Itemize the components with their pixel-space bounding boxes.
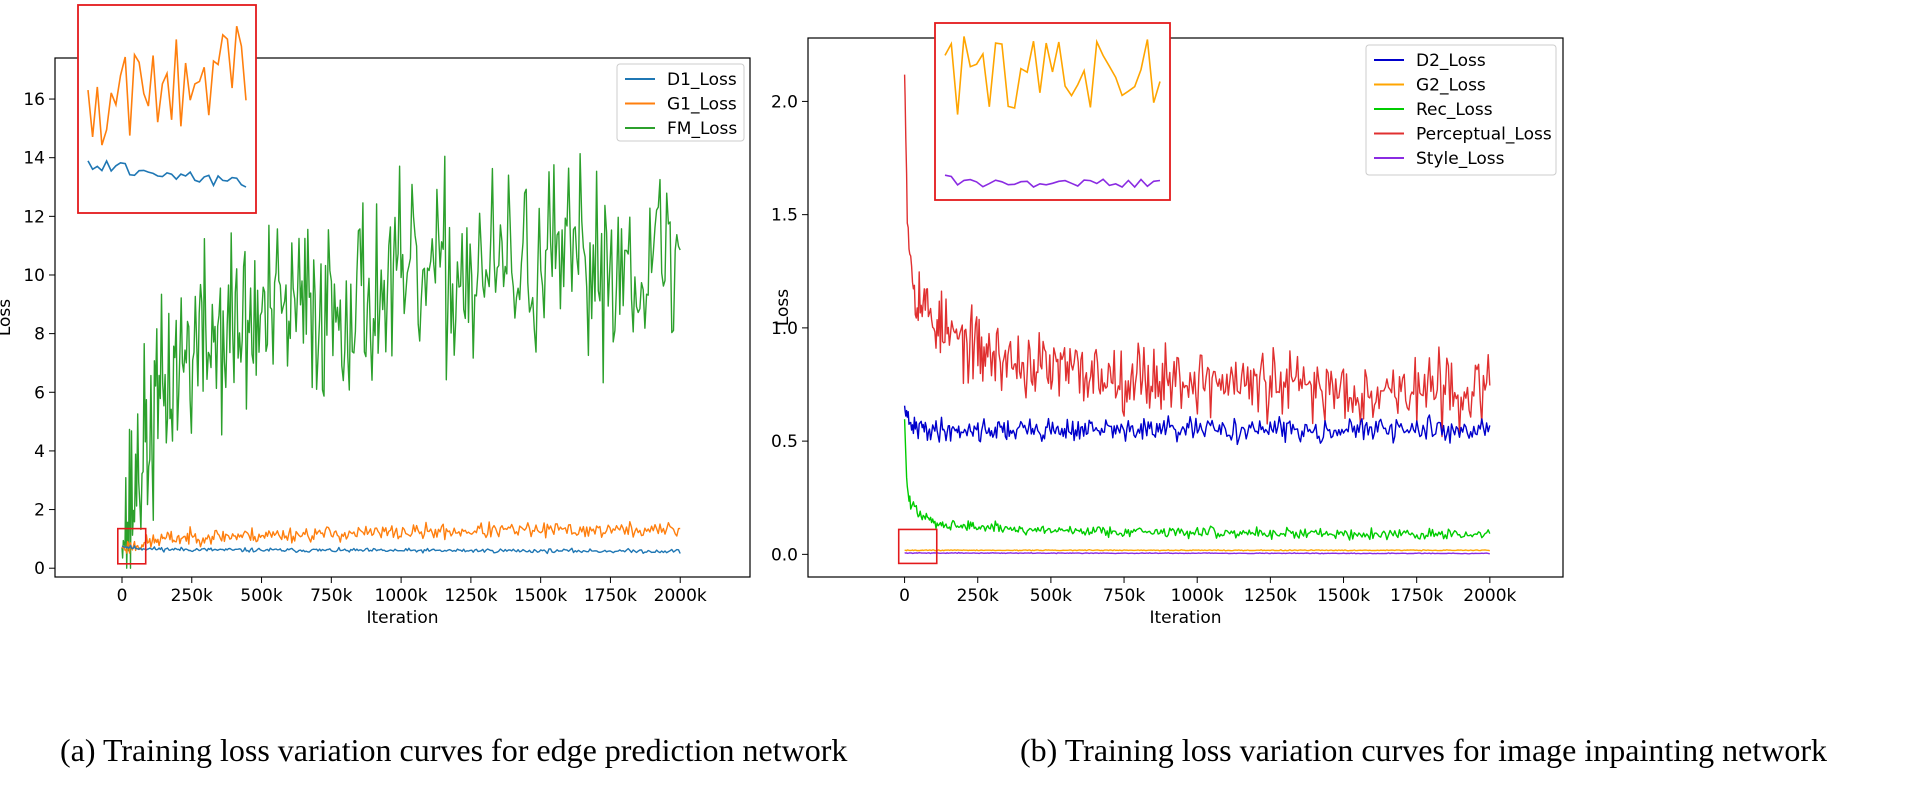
zoom-inset — [77, 4, 257, 214]
x-tick-label: 1250k — [444, 586, 497, 606]
legend: D2_Loss G2_Loss Rec_Loss Perceptual_Loss Sty… — [1365, 44, 1557, 176]
inset-line-g2-loss — [944, 36, 1161, 115]
series-line-d1-loss — [121, 544, 681, 555]
x-tick-label: 1500k — [1317, 586, 1370, 606]
x-axis-label: Iteration — [366, 608, 438, 628]
x-tick-label: 2000k — [654, 586, 707, 606]
inset-line-style-loss — [944, 174, 1161, 189]
y-tick-label: 1.0 — [771, 319, 798, 339]
y-tick-label: 8 — [34, 325, 45, 345]
x-tick-label: 500k — [1030, 586, 1072, 606]
legend-label: Rec_Loss — [1416, 100, 1493, 120]
x-tick-label: 1750k — [584, 586, 637, 606]
x-tick-label: 500k — [240, 586, 282, 606]
x-tick-label: 750k — [310, 586, 352, 606]
x-tick-label: 250k — [171, 586, 213, 606]
y-tick-label: 12 — [23, 207, 45, 227]
series-line-g2-loss — [904, 549, 1490, 552]
chart-edge-prediction: 0 250k 500k 750k 1000k 1250k 1500k 1750k 2000k 0 2… — [0, 4, 751, 628]
x-tick-label: 250k — [957, 586, 999, 606]
y-axis-label: Loss — [0, 299, 15, 336]
y-tick-label: 0.0 — [771, 545, 798, 565]
series-line-rec-loss — [903, 419, 1491, 541]
series-line-g1-loss — [121, 521, 681, 554]
y-tick-label: 0.5 — [771, 432, 798, 452]
legend: D1_Loss G1_Loss FM_Loss — [616, 63, 745, 142]
zoom-region-box — [117, 527, 147, 565]
series-line-perceptual-loss — [903, 74, 1491, 438]
y-tick-label: 6 — [34, 383, 45, 403]
series-line-fm-loss — [121, 153, 681, 569]
x-tick-label: 0 — [899, 586, 910, 606]
chart-image-inpainting: 0 250k 500k 750k 1000k 1250k 1500k 1750k 2000k 0.… — [771, 22, 1564, 628]
zoom-inset — [934, 22, 1171, 201]
zoom-region-box — [897, 528, 938, 565]
y-tick-label: 14 — [23, 149, 45, 169]
y-tick-label: 0 — [34, 559, 45, 579]
y-tick-label: 4 — [34, 442, 45, 462]
series-line-d2-loss — [903, 405, 1491, 446]
y-tick-label: 16 — [23, 90, 45, 110]
legend-label: G1_Loss — [667, 95, 737, 115]
caption-a: (a) Training loss variation curves for e… — [60, 732, 848, 768]
y-axis-label: Loss — [773, 289, 793, 326]
inset-line-g1-loss — [87, 26, 247, 146]
legend-box — [1365, 44, 1557, 176]
series-line-style-loss — [904, 551, 1490, 555]
x-tick-label: 0 — [117, 586, 128, 606]
caption-b: (b) Training loss variation curves for i… — [1020, 732, 1827, 768]
y-tick-label: 2 — [34, 501, 45, 521]
x-tick-label: 1750k — [1390, 586, 1443, 606]
x-tick-label: 1250k — [1244, 586, 1297, 606]
x-tick-label: 1500k — [514, 586, 567, 606]
legend-label: D1_Loss — [667, 70, 737, 90]
x-tick-label: 750k — [1103, 586, 1145, 606]
legend-label: Perceptual_Loss — [1416, 125, 1552, 145]
inset-line-d1-loss — [87, 159, 247, 188]
y-tick-label: 10 — [23, 266, 45, 286]
x-tick-label: 1000k — [1171, 586, 1224, 606]
x-tick-label: 2000k — [1463, 586, 1516, 606]
legend-box — [616, 63, 745, 142]
figure: 0 250k 500k 750k 1000k 1250k 1500k 1750k 2000k 0 2… — [0, 4, 1564, 628]
legend-label: D2_Loss — [1416, 51, 1486, 71]
y-tick-label: 1.5 — [771, 206, 798, 226]
x-axis-label: Iteration — [1149, 608, 1221, 628]
legend-label: FM_Loss — [667, 119, 737, 139]
legend-label: Style_Loss — [1416, 149, 1505, 169]
legend-label: G2_Loss — [1416, 76, 1486, 96]
x-tick-label: 1000k — [375, 586, 428, 606]
y-tick-label: 2.0 — [771, 92, 798, 112]
